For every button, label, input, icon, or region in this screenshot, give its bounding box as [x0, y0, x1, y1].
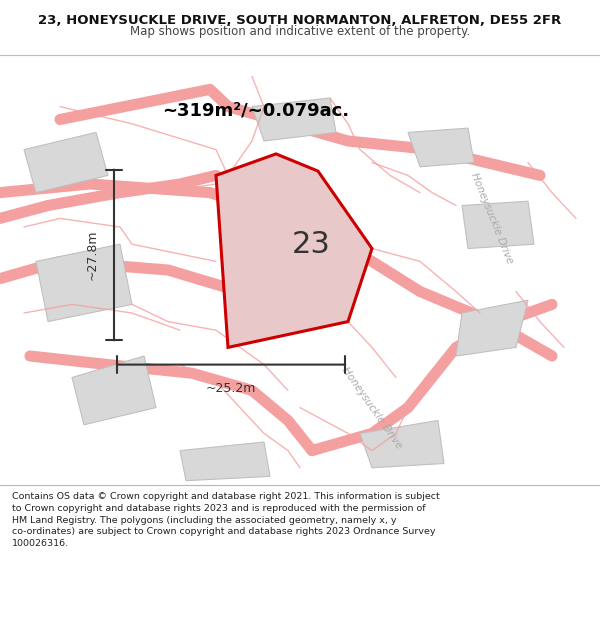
Polygon shape [360, 421, 444, 468]
Polygon shape [216, 154, 372, 348]
Polygon shape [252, 98, 336, 141]
Text: Honeysuckle Drive: Honeysuckle Drive [340, 365, 404, 450]
Text: Contains OS data © Crown copyright and database right 2021. This information is : Contains OS data © Crown copyright and d… [12, 492, 440, 548]
Polygon shape [462, 201, 534, 249]
Text: ~319m²/~0.079ac.: ~319m²/~0.079ac. [162, 102, 349, 120]
Text: ~25.2m: ~25.2m [206, 382, 256, 395]
Polygon shape [180, 442, 270, 481]
Text: ~27.8m: ~27.8m [86, 230, 99, 280]
Text: Map shows position and indicative extent of the property.: Map shows position and indicative extent… [130, 26, 470, 39]
Polygon shape [36, 244, 132, 322]
Text: 23: 23 [292, 231, 331, 259]
Polygon shape [72, 356, 156, 425]
Text: 23, HONEYSUCKLE DRIVE, SOUTH NORMANTON, ALFRETON, DE55 2FR: 23, HONEYSUCKLE DRIVE, SOUTH NORMANTON, … [38, 14, 562, 27]
Text: Honeysuckle Drive: Honeysuckle Drive [469, 171, 515, 265]
Polygon shape [456, 300, 528, 356]
Polygon shape [24, 132, 108, 192]
Polygon shape [408, 128, 474, 167]
